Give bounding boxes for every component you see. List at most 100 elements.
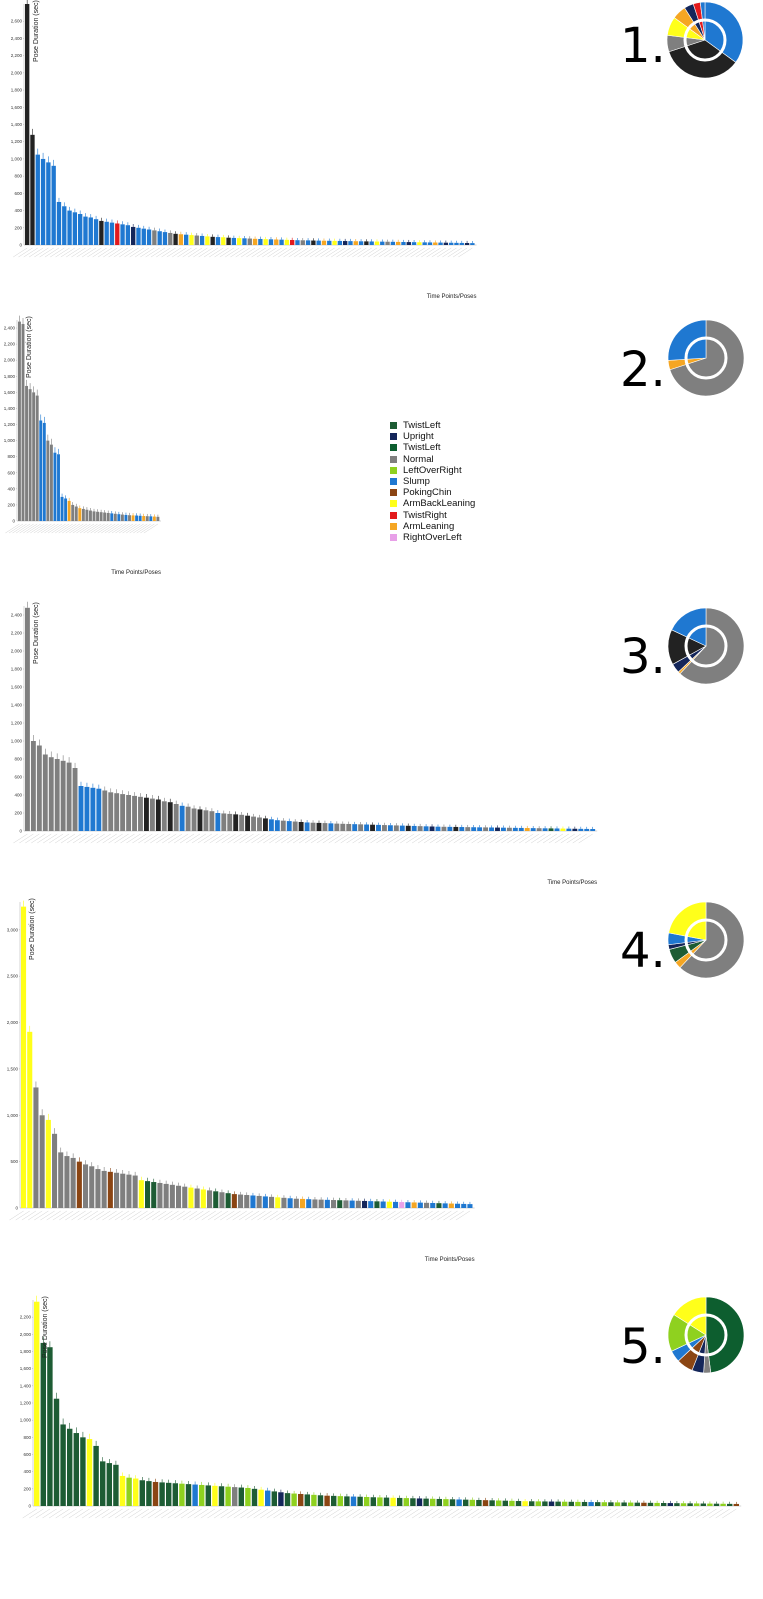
bar [126, 1477, 132, 1506]
bar [614, 1502, 621, 1506]
bar [103, 512, 107, 521]
bar [449, 1499, 456, 1506]
bar [172, 1483, 179, 1506]
bar [42, 422, 46, 521]
legend-swatch [390, 489, 397, 497]
bar [424, 1202, 430, 1208]
x-tick-label [689, 1508, 704, 1519]
x-tick-label [148, 1508, 163, 1519]
bar [352, 824, 358, 831]
bar [167, 802, 173, 831]
x-tick-label [269, 833, 284, 844]
x-tick-label [398, 1508, 414, 1519]
x-tick-label [71, 1210, 86, 1221]
bar [374, 1201, 380, 1208]
bar [93, 219, 99, 245]
legend-swatch [390, 422, 397, 430]
x-tick-label [90, 523, 105, 534]
x-tick-label [161, 247, 176, 258]
bar [284, 239, 290, 245]
x-tick-label [365, 1508, 381, 1519]
x-tick-label [95, 1508, 110, 1519]
bar [581, 1501, 588, 1506]
x-tick-label [596, 1508, 612, 1519]
donut-slice [671, 607, 707, 647]
y-tick-label: 1,800 [11, 88, 23, 93]
bar [542, 828, 548, 831]
legend-item: TwistRight [390, 510, 475, 521]
bar [107, 1171, 113, 1208]
x-tick-label [554, 833, 569, 844]
bar [263, 239, 268, 245]
y-tick-label: 2,000 [7, 1020, 19, 1025]
bar [81, 508, 85, 521]
x-tick-label [643, 1508, 658, 1519]
bar [49, 444, 53, 521]
x-tick-label [722, 1508, 737, 1519]
donut-inner-ring [684, 918, 728, 962]
x-tick-label [194, 1508, 209, 1519]
y-axis-label: Pose Duration (sec) [26, 316, 33, 378]
bar [304, 822, 310, 831]
bar [263, 818, 268, 831]
bar [327, 240, 332, 245]
bar [45, 1119, 51, 1208]
bar [465, 827, 471, 831]
x-tick-label [181, 1508, 196, 1519]
x-axis-label: Time Points/Poses [425, 1257, 475, 1263]
x-tick-label [77, 1210, 92, 1221]
x-tick-label [193, 247, 208, 258]
x-tick-label [34, 1210, 49, 1221]
x-tick-label [154, 1508, 169, 1519]
bar [99, 512, 103, 521]
x-tick-label [437, 1210, 452, 1221]
y-tick-label: 1,000 [20, 1418, 32, 1423]
x-tick-label [240, 247, 256, 258]
bar [578, 828, 584, 831]
bar [199, 235, 205, 245]
x-tick-label [453, 833, 468, 844]
bar [275, 1197, 281, 1208]
legend-item: ArmLeaning [390, 521, 475, 532]
x-tick-label [629, 1508, 645, 1519]
x-tick-label [96, 833, 111, 844]
y-tick-label: 2,200 [11, 53, 23, 58]
x-tick-label [443, 1210, 458, 1221]
x-tick-label [375, 1210, 390, 1221]
bar [152, 230, 157, 245]
panel-number-5: 5. [620, 1319, 666, 1375]
x-tick-label [31, 833, 46, 844]
x-tick-label [356, 1210, 371, 1221]
x-tick-label [13, 247, 28, 258]
bar [138, 796, 143, 831]
bar [251, 816, 256, 831]
y-tick-label: 1,800 [4, 374, 16, 379]
bar [334, 823, 340, 831]
y-tick-label: 1,200 [20, 1401, 32, 1406]
x-tick-label [709, 1508, 724, 1519]
bar [159, 1482, 165, 1506]
x-tick-label [400, 1210, 415, 1221]
y-axis-label: Pose Duration (sec) [29, 898, 36, 960]
x-tick-label [387, 1210, 402, 1221]
x-tick-label [102, 1210, 117, 1221]
bar [139, 1480, 146, 1506]
x-tick-label [182, 247, 197, 258]
bar [568, 1501, 575, 1506]
x-tick-label [28, 1210, 43, 1221]
x-tick-label [15, 1210, 30, 1221]
x-tick-label [60, 833, 76, 844]
bar [343, 241, 348, 245]
bar [102, 790, 108, 831]
x-tick-label [251, 833, 266, 844]
bar [661, 1502, 667, 1506]
x-tick-label [263, 833, 278, 844]
bar [733, 1503, 740, 1506]
bar [476, 1499, 482, 1506]
x-tick-label [79, 523, 95, 534]
bar [83, 1164, 89, 1208]
bar [300, 240, 305, 245]
x-tick-label [118, 523, 134, 534]
bar [83, 216, 88, 245]
x-axis-label: Time Points/Poses [111, 570, 161, 576]
